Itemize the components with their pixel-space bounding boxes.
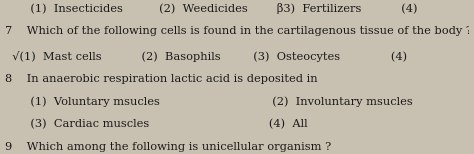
Text: (1)  Insecticides          (2)  Weedicides        β3)  Fertilizers           (4): (1) Insecticides (2) Weedicides β3) Fert… [5,3,417,14]
Text: √(1)  Mast cells           (2)  Basophils         (3)  Osteocytes              (: √(1) Mast cells (2) Basophils (3) Osteoc… [5,51,407,62]
Text: (3)  Cardiac muscles                                 (4)  All: (3) Cardiac muscles (4) All [5,119,307,130]
Text: 7    Which of the following cells is found in the cartilagenous tissue of the bo: 7 Which of the following cells is found … [5,26,472,36]
Text: 8    In anaerobic respiration lactic acid is deposited in: 8 In anaerobic respiration lactic acid i… [5,74,318,84]
Text: (1)  Voluntary msucles                               (2)  Involuntary msucles: (1) Voluntary msucles (2) Involuntary ms… [5,97,412,107]
Text: 9    Which among the following is unicellular organism ?: 9 Which among the following is unicellul… [5,142,331,152]
